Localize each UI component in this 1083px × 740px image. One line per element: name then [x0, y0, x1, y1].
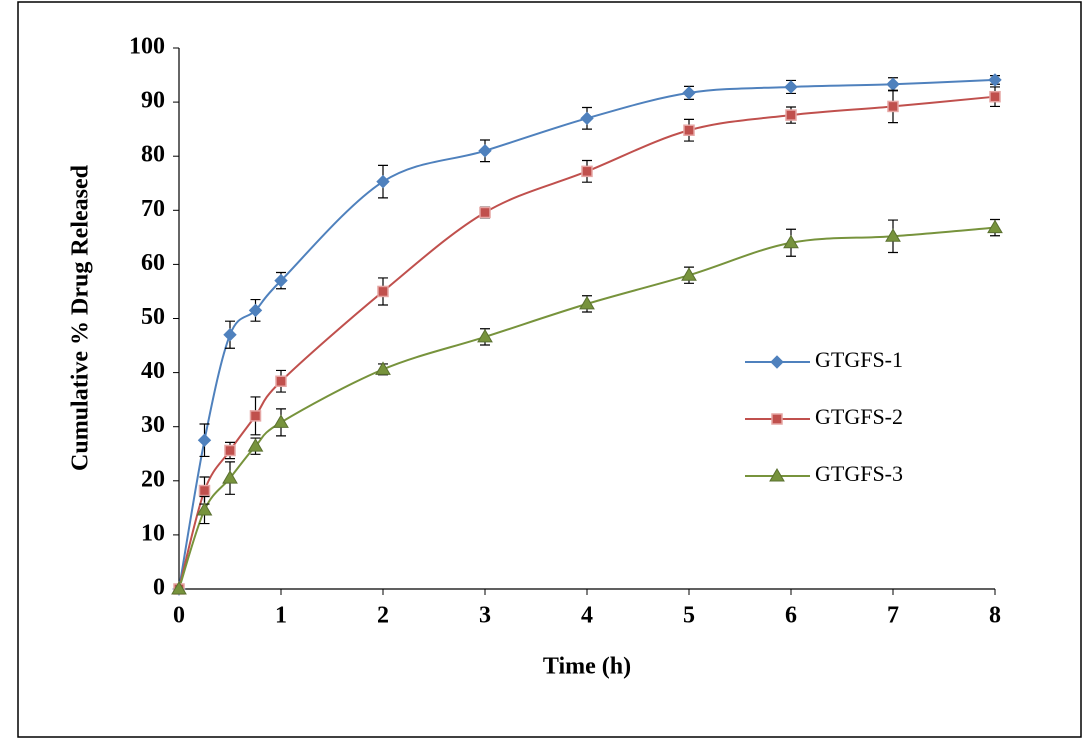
data-point — [375, 361, 391, 375]
x-tick-label: 5 — [683, 603, 695, 629]
x-tick-label: 6 — [785, 603, 797, 629]
data-point — [248, 303, 263, 318]
x-tick-label: 2 — [377, 603, 389, 629]
data-point — [477, 328, 493, 343]
data-point — [886, 77, 900, 91]
data-point — [275, 375, 287, 388]
data-point — [247, 438, 264, 452]
data-point — [989, 90, 1001, 103]
data-point — [377, 285, 389, 298]
legend-label: GTGFS-2 — [815, 404, 903, 429]
data-point — [273, 414, 289, 428]
y-axis-title: Cumulative % Drug Released — [68, 164, 94, 471]
y-tick-label: 70 — [141, 196, 165, 222]
y-tick-label: 30 — [141, 412, 165, 438]
data-point — [197, 433, 212, 447]
y-tick-label: 40 — [141, 358, 165, 384]
y-tick-label: 80 — [141, 142, 165, 168]
data-point — [887, 100, 899, 113]
x-tick-label: 1 — [275, 603, 287, 629]
data-point — [682, 86, 696, 100]
legend-marker — [769, 468, 785, 482]
data-point — [987, 219, 1003, 234]
legend-marker — [771, 413, 783, 425]
x-tick-label: 0 — [173, 603, 185, 629]
data-point — [223, 328, 237, 342]
legend-marker — [770, 355, 784, 369]
data-point — [579, 295, 595, 310]
data-point — [376, 174, 390, 189]
data-point — [478, 144, 492, 158]
x-tick-label: 3 — [479, 603, 491, 629]
x-tick-label: 7 — [887, 603, 899, 629]
y-tick-label: 60 — [141, 250, 165, 276]
y-tick-label: 50 — [141, 304, 165, 330]
data-point — [784, 80, 798, 94]
frame — [17, 1, 1082, 738]
data-point — [196, 502, 213, 516]
data-point — [224, 444, 236, 457]
y-tick-label: 20 — [141, 466, 165, 492]
series-line — [178, 78, 996, 590]
data-point — [681, 267, 697, 281]
data-point — [198, 484, 211, 497]
legend-label: GTGFS-1 — [815, 347, 903, 372]
y-tick-label: 90 — [141, 88, 165, 114]
data-point — [785, 109, 797, 121]
y-tick-label: 10 — [141, 520, 165, 546]
data-point — [222, 470, 238, 484]
data-point — [683, 124, 695, 136]
data-point — [580, 111, 594, 126]
y-tick-label: 100 — [129, 34, 165, 60]
data-point — [479, 206, 491, 219]
data-point — [171, 581, 187, 595]
data-point — [274, 273, 288, 288]
data-point — [249, 410, 262, 422]
legend-label: GTGFS-3 — [815, 461, 903, 486]
data-point — [988, 73, 1002, 87]
x-tick-label: 4 — [581, 603, 593, 629]
x-tick-label: 8 — [989, 603, 1001, 629]
data-point — [783, 234, 799, 249]
data-point — [581, 165, 593, 178]
data-point — [885, 228, 901, 242]
y-tick-label: 0 — [153, 575, 165, 601]
x-axis-title: Time (h) — [543, 654, 631, 680]
